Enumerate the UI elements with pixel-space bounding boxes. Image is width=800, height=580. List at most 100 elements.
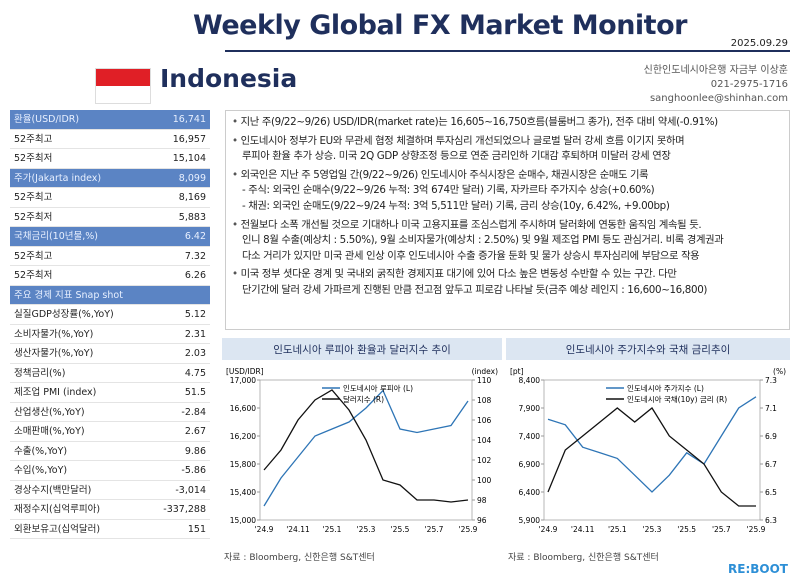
legend-label: 인도네시아 루피아 (L) xyxy=(343,383,413,393)
row-label: 환율(USD/IDR) xyxy=(14,114,80,125)
table-row: 생산자물가(%,YoY) 2.03 xyxy=(10,344,210,364)
row-label: 수입(%,YoY) xyxy=(14,465,68,476)
table-row: 52주최저 6.26 xyxy=(10,266,210,286)
contact-line: 021-2975-1716 xyxy=(710,79,788,90)
x-tick-label: '25.3 xyxy=(357,525,376,534)
y-tick-label: 15,000 xyxy=(230,516,256,525)
bullet-line: 지난 주(9/22~9/26) USD/IDR(market rate)는 16… xyxy=(232,115,783,131)
table-row: 경상수지(백만달러) -3,014 xyxy=(10,481,210,500)
plot-frame xyxy=(259,379,473,521)
row-label: 52주최저 xyxy=(14,211,53,223)
row-value: 5,883 xyxy=(178,211,206,223)
x-tick-label: '25.7 xyxy=(712,525,731,534)
bullet-line: 루피아 환율 추가 상승. 미국 2Q GDP 상향조정 등으로 연준 금리인하… xyxy=(242,150,671,163)
y2-tick-label: 7.1 xyxy=(765,404,777,413)
x-tick-label: '25.9 xyxy=(747,525,766,534)
contact: 신한인도네시아은행 자금부 이상훈 021-2975-1716 sanghoon… xyxy=(644,64,788,106)
y-tick-label: 5,900 xyxy=(519,516,541,525)
x-tick-label: '24.9 xyxy=(539,525,558,534)
bullet: 전월보다 소폭 개선될 것으로 기대하나 미국 고용지표를 조심스럽게 주시하며… xyxy=(232,218,783,265)
table-header-row: 주가(Jakarta index) 8,099 xyxy=(10,168,210,188)
y2-axis-label: (%) xyxy=(773,367,786,376)
table-row: 소매판매(%,YoY) 2.67 xyxy=(10,422,210,442)
row-value: 15,104 xyxy=(172,153,206,164)
contact-line: 신한인도네시아은행 자금부 이상훈 xyxy=(643,65,788,76)
bullet: 지난 주(9/22~9/26) USD/IDR(market rate)는 16… xyxy=(232,115,783,131)
y2-axis-label: (index) xyxy=(472,367,498,376)
y2-tick-label: 100 xyxy=(477,476,492,485)
chart-title-band xyxy=(506,338,790,360)
y-axis-label: [USD/IDR] xyxy=(226,367,264,376)
row-label: 정책금리(%) xyxy=(14,367,66,379)
flag xyxy=(95,68,151,104)
row-label: 산업생산(%,YoY) xyxy=(14,406,85,418)
row-label: 외환보유고(십억달러) xyxy=(14,523,101,535)
y-tick-label: 17,000 xyxy=(230,376,256,385)
y2-tick-label: 102 xyxy=(477,456,492,465)
y-tick-label: 15,400 xyxy=(230,488,256,497)
source: 자료 : Bloomberg, 신한은행 S&T센터 xyxy=(508,553,659,563)
source: 자료 : Bloomberg, 신한은행 S&T센터 xyxy=(224,553,375,563)
row-value: 8,169 xyxy=(178,192,206,203)
row-label: 제조업 PMI (index) xyxy=(14,387,97,398)
bullet-line: 단기간에 달러 강세 가파르게 진행된 만큼 전고점 앞두고 피로감 나타날 듯… xyxy=(242,283,708,296)
y-tick-label: 6,400 xyxy=(519,488,541,497)
chart-title: 인도네시아 루피아 환율과 달러지수 추이 xyxy=(273,344,451,356)
x-tick-label: '24.11 xyxy=(286,525,310,534)
x-tick-label: '25.1 xyxy=(608,525,627,534)
row-value: 4.75 xyxy=(184,367,206,379)
table-header-row: 국채금리(10년물,%) 6.42 xyxy=(10,227,210,247)
bullet-line: 인도네시아 정부가 EU와 무관세 협정 체결하며 투자심리 개선되었으나 글로… xyxy=(232,134,783,150)
y-tick-label: 6,900 xyxy=(519,460,541,469)
table-row: 52주최고 7.32 xyxy=(10,247,210,266)
row-value: 51.5 xyxy=(184,387,206,398)
y2-tick-label: 6.7 xyxy=(765,460,777,469)
bullet: 인도네시아 정부가 EU와 무관세 협정 체결하며 투자심리 개선되었으나 글로… xyxy=(232,134,783,165)
bullet-line: 미국 정부 셧다운 경계 및 국내외 굵직한 경제지표 대기에 있어 다소 높은… xyxy=(232,267,783,283)
table-row: 52주최고 16,957 xyxy=(10,130,210,149)
table-row: 제조업 PMI (index) 51.5 xyxy=(10,383,210,403)
row-label: 52주최저 xyxy=(14,153,53,164)
y2-tick-label: 96 xyxy=(477,516,487,525)
chart-title: 인도네시아 주가지수와 국채 금리추이 xyxy=(566,344,731,356)
table-row: 수출(%,YoY) 9.86 xyxy=(10,442,210,461)
indicator-table: 환율(USD/IDR) 16,741 52주최고 16,957 52주최저 15,104 주… xyxy=(10,110,210,539)
row-label: 52주최저 xyxy=(14,270,53,281)
y2-tick-label: 7.3 xyxy=(765,376,777,385)
plot-frame xyxy=(543,379,761,521)
y2-tick-label: 6.5 xyxy=(765,488,777,497)
row-label: 소매판매(%,YoY) xyxy=(14,426,85,437)
x-tick-label: '25.5 xyxy=(677,525,696,534)
legend-label: 인도네시아 주가지수 (L) xyxy=(627,383,704,393)
bullet-line: - 주식: 외국인 순매수(9/22~9/26 누적: 3억 674만 달러) … xyxy=(242,184,655,197)
row-label: 52주최고 xyxy=(14,250,53,262)
table-row: 52주최저 15,104 xyxy=(10,149,210,169)
bullet-line: 인니 8월 수출(예상치 : 5.50%), 9월 소비자물가(예상치 : 2.… xyxy=(242,234,724,247)
bullet: 미국 정부 셧다운 경계 및 국내외 굵직한 경제지표 대기에 있어 다소 높은… xyxy=(232,267,783,298)
row-label: 수출(%,YoY) xyxy=(14,445,68,457)
row-label: 실질GDP성장률(%,YoY) xyxy=(14,309,114,320)
x-tick-label: '24.9 xyxy=(255,525,274,534)
chart-title-band xyxy=(222,338,502,360)
commentary: 지난 주(9/22~9/26) USD/IDR(market rate)는 16… xyxy=(225,110,790,330)
row-value: 16,741 xyxy=(172,114,206,125)
legend-label: 인도네시아 국채(10y) 금리 (R) xyxy=(627,394,727,404)
contact-line: sanghoonlee@shinhan.com xyxy=(649,93,788,104)
table-row: 소비자물가(%,YoY) 2.31 xyxy=(10,325,210,344)
table-row: 산업생산(%,YoY) -2.84 xyxy=(10,403,210,422)
y2-tick-label: 6.3 xyxy=(765,516,777,525)
x-tick-label: '25.1 xyxy=(323,525,342,534)
y-tick-label: 8,400 xyxy=(519,376,541,385)
row-value: -5.86 xyxy=(181,465,206,476)
y-tick-label: 7,900 xyxy=(519,404,541,413)
series-line xyxy=(547,407,756,507)
bullet-line: 다소 거리가 있지만 미국 관세 인상 이후 인도네시아 수출 증가율 둔화 및… xyxy=(242,249,700,262)
row-label: 경상수지(백만달러) xyxy=(14,484,92,496)
row-value: 8,099 xyxy=(178,172,206,184)
y-tick-label: 7,400 xyxy=(519,432,541,441)
bullet: 외국인은 지난 주 5영업일 간(9/22~9/26) 인도네시아 주식시장은 … xyxy=(232,168,783,215)
series-line xyxy=(263,389,469,507)
x-tick-label: '25.3 xyxy=(643,525,662,534)
chart: 인도네시아 주가지수와 국채 금리추이 [pt] (%) 5,900 6,400 6,90… xyxy=(506,338,790,534)
